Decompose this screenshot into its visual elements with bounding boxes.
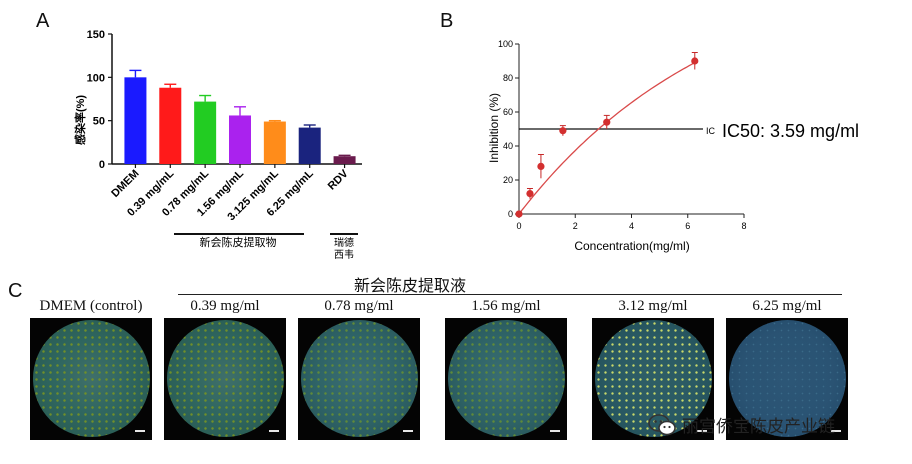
scale-bar	[697, 430, 707, 432]
panel-c-group-title: 新会陈皮提取液	[353, 276, 467, 295]
inhibition-chart-y-label: Inhibition (%)	[487, 93, 501, 163]
well-circle	[595, 320, 712, 437]
bar	[124, 77, 147, 164]
well-label: 0.78 mg/ml	[324, 298, 394, 314]
data-point	[526, 190, 534, 198]
well-circle	[33, 320, 150, 437]
scale-bar	[269, 430, 279, 432]
scale-bar	[831, 430, 841, 432]
sc-y-tick-label: 40	[503, 141, 513, 151]
fit-curve	[518, 62, 696, 215]
panel-c-letter: C	[8, 280, 23, 302]
bar	[333, 156, 356, 164]
group-label-rdv-line1: 瑞德	[334, 236, 354, 249]
well-circle	[448, 320, 565, 437]
well-label: 6.25 mg/ml	[752, 298, 822, 314]
sc-x-tick-label: 6	[685, 221, 690, 231]
data-point	[603, 118, 611, 126]
watermark-text: 丽宫侨宝陈皮产业链	[682, 417, 835, 437]
data-point	[515, 210, 523, 218]
bar-category-label: RDV	[326, 167, 351, 192]
ic50-marker: IC	[706, 126, 716, 136]
well-image	[726, 318, 848, 440]
bar-category-label: DMEM	[109, 168, 141, 200]
inhibition-chart: 0 20 40 60 80 100 0 2 4 6 8 Concentration(mg/ml) I…	[487, 39, 859, 253]
well-label: 3.12 mg/ml	[618, 298, 688, 314]
well-circle	[301, 320, 418, 437]
bar	[194, 101, 217, 164]
panel-c-group-line	[178, 294, 842, 295]
sc-x-tick-label: 2	[573, 221, 578, 231]
group-label-rdv-line2: 西韦	[334, 249, 354, 261]
well-image	[164, 318, 286, 440]
bar-chart-y-label: 感染率(%)	[73, 95, 87, 145]
bar-chart-marks	[124, 69, 356, 164]
inhibition-chart-axes: 0 20 40 60 80 100 0 2 4 6 8	[498, 39, 747, 231]
bar	[229, 115, 251, 164]
inhibition-chart-marks	[515, 52, 703, 218]
well-label: 1.56 mg/ml	[471, 298, 541, 314]
wechat-icon	[648, 414, 676, 440]
well-image	[30, 318, 152, 440]
sc-y-tick-label: 0	[508, 209, 513, 219]
data-point	[537, 162, 545, 170]
bar-y-tick-label: 0	[99, 159, 105, 171]
bar-y-tick-label: 50	[93, 116, 105, 128]
bar-y-tick-label: 150	[87, 29, 105, 41]
scale-bar	[550, 430, 560, 432]
scale-bar	[135, 430, 145, 432]
sc-y-tick-label: 20	[503, 175, 513, 185]
data-point	[691, 57, 699, 65]
well-image	[445, 318, 567, 440]
well-circle	[167, 320, 284, 437]
well-label: DMEM (control)	[39, 298, 143, 314]
panel-b-letter: B	[440, 10, 454, 32]
bar-y-tick-label: 100	[87, 72, 105, 84]
bar	[298, 127, 321, 164]
panel-a-letter: A	[36, 10, 50, 32]
sc-x-tick-label: 8	[741, 221, 746, 231]
group-label-extract: 新会陈皮提取物	[200, 235, 277, 249]
sc-y-tick-label: 80	[503, 73, 513, 83]
sc-x-tick-label: 0	[516, 221, 521, 231]
ic50-text: IC50: 3.59 mg/ml	[722, 121, 859, 141]
bar	[159, 87, 182, 164]
well-label: 0.39 mg/ml	[190, 298, 260, 314]
data-point	[559, 127, 567, 135]
sc-x-tick-label: 4	[629, 221, 634, 231]
well-image	[298, 318, 420, 440]
scale-bar	[403, 430, 413, 432]
bar	[263, 121, 286, 164]
well-circle	[729, 320, 846, 437]
inhibition-chart-x-label: Concentration(mg/ml)	[574, 239, 689, 253]
sc-y-tick-label: 100	[498, 39, 513, 49]
well-image	[592, 318, 714, 440]
sc-y-tick-label: 60	[503, 107, 513, 117]
